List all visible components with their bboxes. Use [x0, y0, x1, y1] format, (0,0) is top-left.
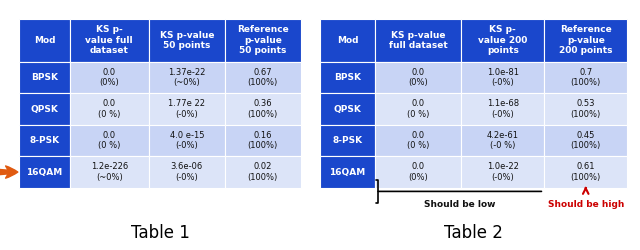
Bar [148, 18, 225, 62]
Text: 0.45
(100%): 0.45 (100%) [571, 131, 601, 150]
Bar [544, 62, 627, 93]
Bar [19, 62, 70, 93]
Text: 1.2e-226
(~0%): 1.2e-226 (~0%) [91, 162, 128, 182]
Bar [148, 93, 225, 125]
Bar [148, 125, 225, 156]
Bar [225, 18, 301, 62]
Bar [461, 62, 544, 93]
Bar [148, 62, 225, 93]
Text: 0.16
(100%): 0.16 (100%) [248, 131, 278, 150]
Text: 1.77e 22
(-0%): 1.77e 22 (-0%) [168, 99, 205, 119]
Text: 8-PSK: 8-PSK [333, 136, 363, 145]
Text: BPSK: BPSK [31, 73, 58, 82]
Text: 0.0
(0 %): 0.0 (0 %) [407, 99, 429, 119]
Text: 0.0
(0%): 0.0 (0%) [408, 68, 428, 87]
Text: Table 2: Table 2 [444, 224, 503, 242]
Bar [375, 125, 461, 156]
Bar [320, 93, 375, 125]
Bar [70, 156, 148, 188]
Text: 4.0 e-15
(-0%): 4.0 e-15 (-0%) [170, 131, 204, 150]
Text: 1.37e-22
(~0%): 1.37e-22 (~0%) [168, 68, 205, 87]
Bar [461, 18, 544, 62]
Bar [461, 156, 544, 188]
Text: Table 1: Table 1 [131, 224, 189, 242]
Text: Should be high: Should be high [548, 200, 624, 209]
Text: 3.6e-06
(-0%): 3.6e-06 (-0%) [171, 162, 203, 182]
Bar [544, 18, 627, 62]
Text: 1.0e-22
(-0%): 1.0e-22 (-0%) [487, 162, 519, 182]
Text: 0.02
(100%): 0.02 (100%) [248, 162, 278, 182]
Bar [19, 18, 70, 62]
Bar [19, 156, 70, 188]
Bar [461, 125, 544, 156]
Bar [375, 62, 461, 93]
Text: 1.1e-68
(-0%): 1.1e-68 (-0%) [487, 99, 519, 119]
Bar [320, 18, 375, 62]
Text: Should be low: Should be low [424, 200, 495, 209]
Text: 0.0
(0 %): 0.0 (0 %) [98, 99, 120, 119]
Bar [375, 93, 461, 125]
Text: 0.0
(0%): 0.0 (0%) [408, 162, 428, 182]
Text: 8-PSK: 8-PSK [29, 136, 60, 145]
Text: 0.0
(0 %): 0.0 (0 %) [98, 131, 120, 150]
Text: KS p-
value full
dataset: KS p- value full dataset [86, 25, 133, 55]
Bar [544, 156, 627, 188]
Bar [225, 62, 301, 93]
Text: 0.61
(100%): 0.61 (100%) [571, 162, 601, 182]
Bar [375, 18, 461, 62]
Text: 0.53
(100%): 0.53 (100%) [571, 99, 601, 119]
Bar [225, 93, 301, 125]
Bar [544, 125, 627, 156]
Text: Reference
p-value
50 points: Reference p-value 50 points [237, 25, 289, 55]
Bar [461, 93, 544, 125]
Bar [70, 62, 148, 93]
Bar [70, 93, 148, 125]
Bar [320, 156, 375, 188]
Bar [225, 125, 301, 156]
Bar [19, 125, 70, 156]
Text: Reference
p-value
200 points: Reference p-value 200 points [559, 25, 612, 55]
Bar [70, 18, 148, 62]
Bar [375, 156, 461, 188]
Text: 0.7
(100%): 0.7 (100%) [571, 68, 601, 87]
Bar [544, 93, 627, 125]
Text: 16QAM: 16QAM [330, 168, 366, 176]
Text: KS p-
value 200
points: KS p- value 200 points [478, 25, 527, 55]
Bar [70, 125, 148, 156]
Text: 16QAM: 16QAM [26, 168, 63, 176]
Text: Mod: Mod [34, 36, 55, 45]
Text: BPSK: BPSK [334, 73, 361, 82]
Text: 4.2e-61
(-0 %): 4.2e-61 (-0 %) [487, 131, 519, 150]
Text: 0.0
(0%): 0.0 (0%) [99, 68, 119, 87]
Text: 0.36
(100%): 0.36 (100%) [248, 99, 278, 119]
Bar [148, 156, 225, 188]
Text: QPSK: QPSK [333, 104, 362, 114]
Text: 0.67
(100%): 0.67 (100%) [248, 68, 278, 87]
Text: KS p-value
50 points: KS p-value 50 points [159, 30, 214, 50]
Bar [225, 156, 301, 188]
Text: Mod: Mod [337, 36, 358, 45]
Bar [19, 93, 70, 125]
Text: 1.0e-81
(-0%): 1.0e-81 (-0%) [487, 68, 519, 87]
Bar [320, 62, 375, 93]
Text: KS p-value
full dataset: KS p-value full dataset [389, 30, 447, 50]
Bar [320, 125, 375, 156]
Text: QPSK: QPSK [31, 104, 58, 114]
Text: 0.0
(0 %): 0.0 (0 %) [407, 131, 429, 150]
